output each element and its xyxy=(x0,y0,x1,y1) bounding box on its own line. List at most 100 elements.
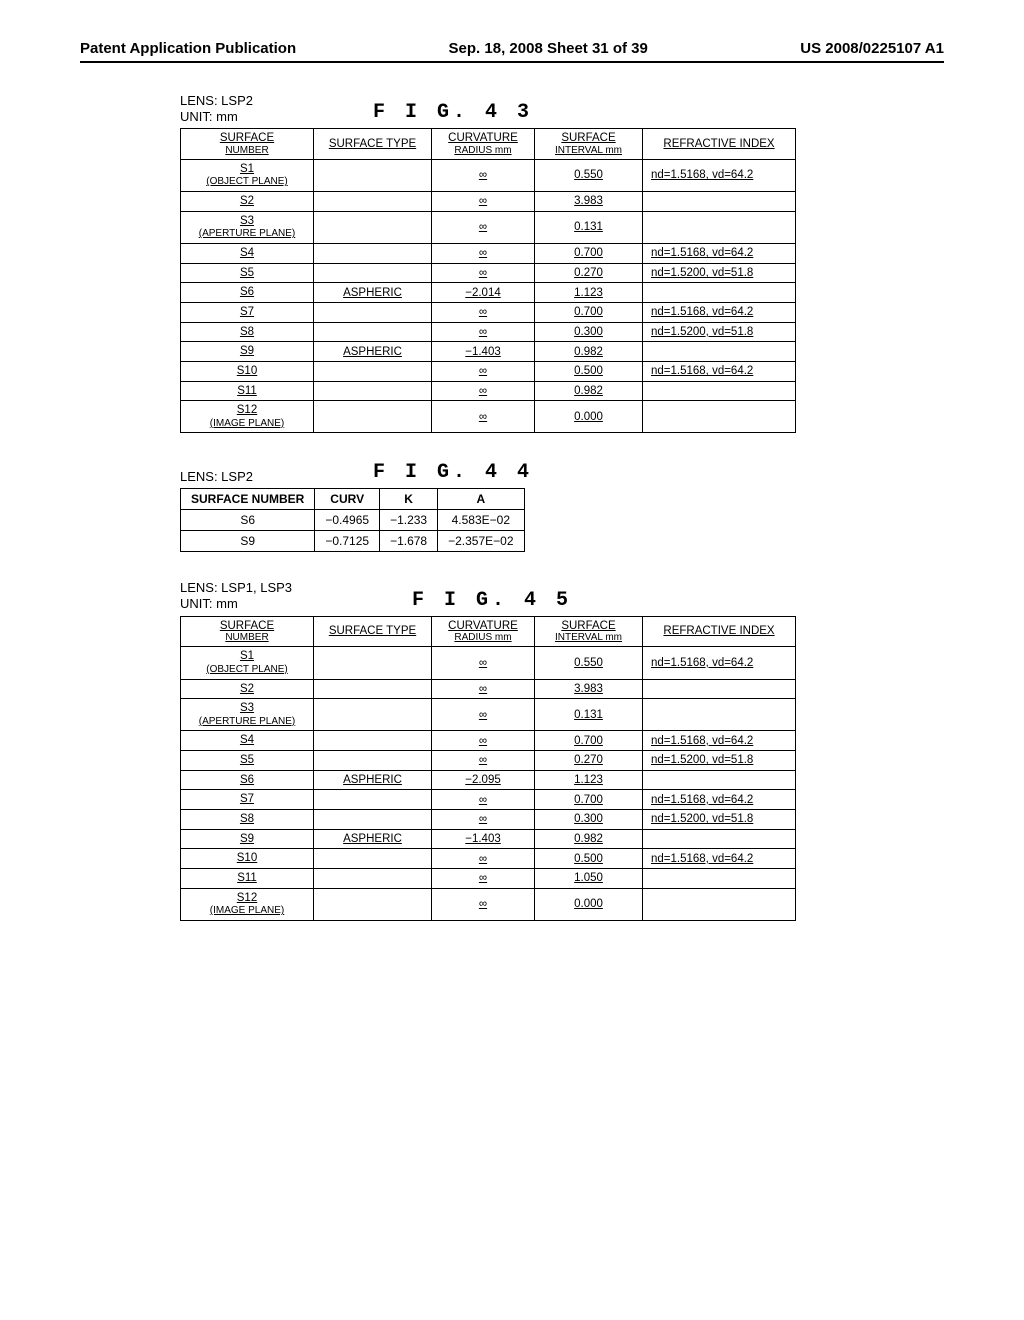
cell-a: −2.357E−02 xyxy=(438,531,524,552)
table-row: S5∞0.270nd=1.5200, vd=51.8 xyxy=(181,751,796,771)
cell-curvature-radius: −1.403 xyxy=(432,342,535,362)
cell-surface-interval: 3.983 xyxy=(535,192,643,212)
cell-surface-number: S11 xyxy=(181,381,314,401)
cell-surface-type xyxy=(314,868,432,888)
fig44-table: SURFACE NUMBER CURV K A S6−0.4965−1.2334… xyxy=(180,488,525,552)
cell-surface-number: S8 xyxy=(181,322,314,342)
header-left: Patent Application Publication xyxy=(80,40,296,57)
cell-surface-interval: 1.050 xyxy=(535,868,643,888)
page-header: Patent Application Publication Sep. 18, … xyxy=(80,40,944,63)
page: Patent Application Publication Sep. 18, … xyxy=(0,0,1024,989)
table-row: S11 ∞1.050 xyxy=(181,868,796,888)
col-curvature-radius: CURVATURERADIUS mm xyxy=(432,129,535,160)
table-row: S6ASPHERIC−2.0141.123 xyxy=(181,283,796,303)
cell-curvature-radius: ∞ xyxy=(432,790,535,810)
cell-curvature-radius: ∞ xyxy=(432,381,535,401)
cell-surface-interval: 0.270 xyxy=(535,263,643,283)
table-row: S2∞3.983 xyxy=(181,192,796,212)
cell-surface-number: S6 xyxy=(181,283,314,303)
cell-surface-interval: 3.983 xyxy=(535,679,643,699)
cell-surface-interval: 0.550 xyxy=(535,159,643,191)
cell-surface-type xyxy=(314,322,432,342)
cell-refractive-index: nd=1.5168, vd=64.2 xyxy=(643,361,796,381)
cell-curvature-radius: −2.095 xyxy=(432,770,535,790)
cell-surface-number: S3(APERTURE PLANE) xyxy=(181,699,314,731)
cell-surface-interval: 0.300 xyxy=(535,810,643,830)
cell-surface-type xyxy=(314,263,432,283)
cell-surface-number: S8 xyxy=(181,810,314,830)
cell-refractive-index xyxy=(643,381,796,401)
cell-surface-type xyxy=(314,302,432,322)
cell-curvature-radius: ∞ xyxy=(432,211,535,243)
cell-surface-number: S9 xyxy=(181,342,314,362)
cell-curvature-radius: ∞ xyxy=(432,888,535,920)
table-row: S7∞0.700nd=1.5168, vd=64.2 xyxy=(181,790,796,810)
cell-surface-number: S12(IMAGE PLANE) xyxy=(181,888,314,920)
cell-k: −1.678 xyxy=(380,531,438,552)
cell-curvature-radius: ∞ xyxy=(432,751,535,771)
cell-surface-number: S4 xyxy=(181,244,314,264)
cell-refractive-index: nd=1.5168, vd=64.2 xyxy=(643,647,796,679)
table-row: S10∞0.500nd=1.5168, vd=64.2 xyxy=(181,361,796,381)
cell-surface-interval: 0.982 xyxy=(535,381,643,401)
cell-surface-interval: 0.700 xyxy=(535,731,643,751)
cell-surface-type xyxy=(314,888,432,920)
cell-refractive-index: nd=1.5168, vd=64.2 xyxy=(643,302,796,322)
fig45-lens-title: LENS: LSP1, LSP3 UNIT: mm xyxy=(180,580,292,611)
cell-surface-number: S9 xyxy=(181,829,314,849)
col-surface-number: SURFACENUMBER xyxy=(181,129,314,160)
cell-surface-type xyxy=(314,751,432,771)
figure-43: LENS: LSP2 UNIT: mm F I G. 4 3 SURFACENU… xyxy=(180,93,944,433)
cell-surface-number: S10 xyxy=(181,361,314,381)
cell-refractive-index xyxy=(643,192,796,212)
cell-surface-number: S6 xyxy=(181,770,314,790)
cell-curvature-radius: ∞ xyxy=(432,244,535,264)
cell-surface-interval: 0.700 xyxy=(535,302,643,322)
table-row: S3(APERTURE PLANE)∞0.131 xyxy=(181,211,796,243)
cell-a: 4.583E−02 xyxy=(438,510,524,531)
cell-surface-number: S7 xyxy=(181,302,314,322)
cell-surface-interval: 0.700 xyxy=(535,244,643,264)
cell-curvature-radius: ∞ xyxy=(432,263,535,283)
cell-surface-number: S2 xyxy=(181,192,314,212)
cell-surface-number: S2 xyxy=(181,679,314,699)
fig43-lens-title: LENS: LSP2 UNIT: mm xyxy=(180,93,253,124)
fig44-label: F I G. 4 4 xyxy=(373,461,533,484)
fig45-unit-label: UNIT: mm xyxy=(180,596,238,611)
cell-surface-type xyxy=(314,361,432,381)
figure-44: LENS: LSP2 F I G. 4 4 SURFACE NUMBER CUR… xyxy=(180,461,944,552)
cell-surface-interval: 1.123 xyxy=(535,770,643,790)
cell-refractive-index: nd=1.5200, vd=51.8 xyxy=(643,322,796,342)
table-row: S9ASPHERIC−1.4030.982 xyxy=(181,829,796,849)
cell-surface-interval: 0.270 xyxy=(535,751,643,771)
cell-surface-type xyxy=(314,849,432,869)
table-row: S2 ∞3.983 xyxy=(181,679,796,699)
col-surface-interval: SURFACEINTERVAL mm xyxy=(535,129,643,160)
fig44-lens-label: LENS: LSP2 xyxy=(180,469,253,484)
cell-surface-number: S12(IMAGE PLANE) xyxy=(181,401,314,433)
table-row: S1(OBJECT PLANE)∞0.550nd=1.5168, vd=64.2 xyxy=(181,647,796,679)
cell-surface-type xyxy=(314,401,432,433)
fig44-lens-title: LENS: LSP2 xyxy=(180,469,253,485)
fig43-table: SURFACENUMBER SURFACE TYPE CURVATURERADI… xyxy=(180,128,796,433)
table-row: S6−0.4965−1.2334.583E−02 xyxy=(181,510,525,531)
cell-curvature-radius: ∞ xyxy=(432,159,535,191)
cell-refractive-index: nd=1.5168, vd=64.2 xyxy=(643,849,796,869)
cell-surface-number: S11 xyxy=(181,868,314,888)
table-header-row: SURFACENUMBER SURFACE TYPE CURVATURERADI… xyxy=(181,616,796,647)
cell-surface-type xyxy=(314,647,432,679)
cell-refractive-index xyxy=(643,770,796,790)
cell-curvature-radius: ∞ xyxy=(432,868,535,888)
cell-refractive-index: nd=1.5168, vd=64.2 xyxy=(643,159,796,191)
table-row: S4 ∞0.700nd=1.5168, vd=64.2 xyxy=(181,244,796,264)
cell-surface-type xyxy=(314,159,432,191)
cell-refractive-index xyxy=(643,211,796,243)
cell-surface-interval: 1.123 xyxy=(535,283,643,303)
table-row: S8∞0.300nd=1.5200, vd=51.8 xyxy=(181,322,796,342)
cell-surface-interval: 0.131 xyxy=(535,699,643,731)
fig45-lens-label: LENS: LSP1, LSP3 xyxy=(180,580,292,595)
cell-curvature-radius: −2.014 xyxy=(432,283,535,303)
cell-curvature-radius: ∞ xyxy=(432,361,535,381)
cell-curvature-radius: ∞ xyxy=(432,679,535,699)
cell-refractive-index: nd=1.5168, vd=64.2 xyxy=(643,244,796,264)
